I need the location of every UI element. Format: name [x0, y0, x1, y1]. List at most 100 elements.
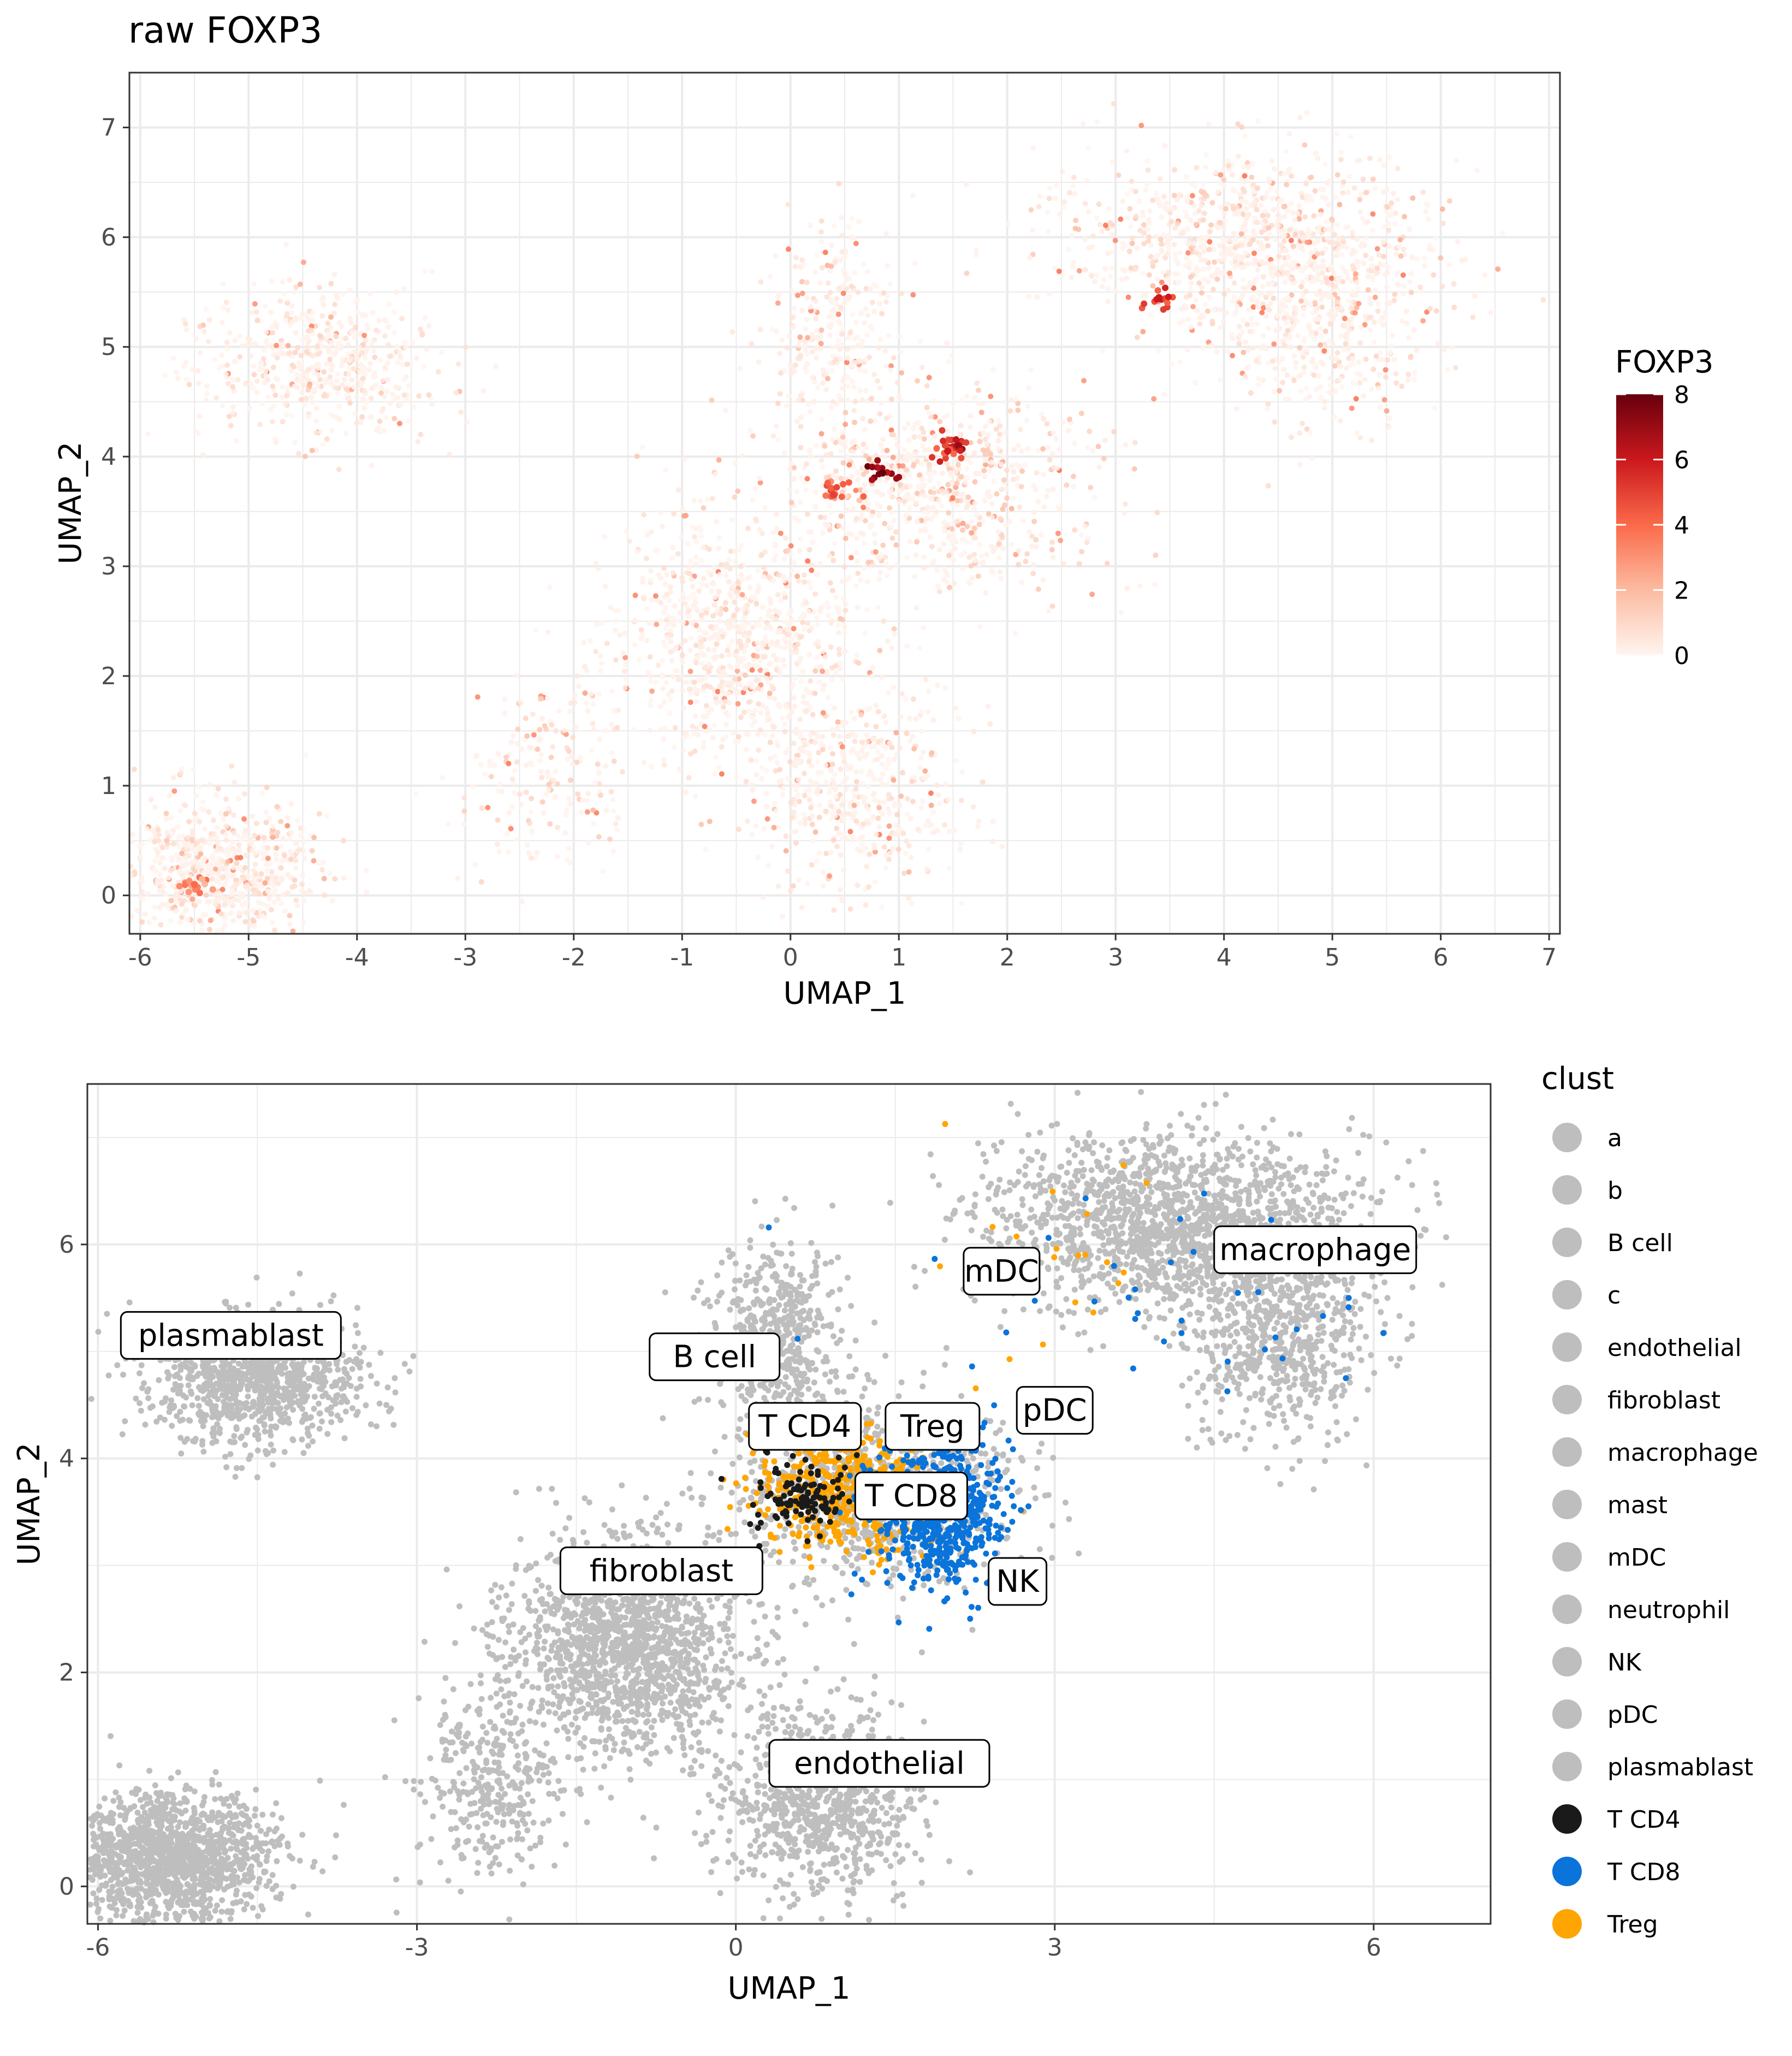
data-point	[799, 291, 805, 297]
data-point	[159, 845, 165, 850]
data-point	[1184, 347, 1190, 353]
data-point	[1008, 506, 1014, 512]
data-point	[852, 419, 858, 425]
data-point	[538, 769, 544, 774]
data-point	[415, 439, 421, 445]
data-point	[770, 433, 776, 439]
data-point	[316, 860, 322, 866]
data-point	[761, 826, 767, 832]
data-point	[1207, 229, 1213, 235]
data-point	[236, 890, 242, 896]
data-point	[424, 346, 430, 352]
data-point	[958, 491, 963, 497]
data-point	[347, 365, 353, 371]
data-point	[806, 689, 811, 695]
data-point	[735, 580, 741, 586]
data-point	[173, 908, 179, 914]
data-point	[858, 577, 864, 583]
data-point	[640, 632, 645, 638]
data-point	[1381, 224, 1387, 230]
data-point	[1001, 399, 1007, 405]
data-point	[354, 309, 360, 315]
data-point	[688, 691, 694, 697]
data-point	[798, 445, 804, 451]
data-point	[361, 388, 367, 394]
data-point	[250, 813, 256, 819]
data-point	[254, 378, 260, 384]
data-point	[331, 310, 337, 316]
data-point	[879, 311, 885, 317]
data-point	[855, 570, 861, 576]
data-point	[901, 475, 907, 480]
data-point	[726, 691, 732, 697]
data-point	[898, 714, 904, 720]
data-point	[732, 738, 738, 744]
data-point	[148, 797, 154, 803]
data-point	[845, 733, 851, 739]
data-point	[859, 834, 865, 840]
data-point	[593, 560, 599, 566]
data-point	[288, 830, 294, 836]
data-point	[1315, 317, 1321, 323]
data-point	[816, 679, 822, 685]
data-point	[689, 620, 695, 626]
data-point	[690, 524, 696, 530]
data-point	[472, 861, 478, 867]
data-point	[1259, 242, 1265, 248]
data-point	[1267, 186, 1273, 192]
data-point	[1092, 279, 1098, 285]
data-point	[863, 722, 869, 728]
data-point	[776, 292, 782, 297]
data-point	[1451, 304, 1457, 310]
data-point	[693, 554, 699, 560]
data-point	[983, 441, 989, 447]
data-point	[1196, 315, 1202, 321]
data-point	[1368, 256, 1374, 262]
data-point	[311, 858, 317, 864]
data-point	[1300, 420, 1306, 426]
data-point	[1340, 190, 1346, 196]
data-point	[680, 620, 686, 625]
data-point	[1381, 397, 1387, 403]
data-point	[761, 565, 767, 571]
data-point	[288, 856, 294, 862]
data-point	[729, 638, 735, 644]
data-point	[1133, 213, 1139, 219]
data-point	[597, 653, 603, 659]
data-point	[224, 876, 230, 882]
data-point	[1140, 209, 1146, 215]
data-point	[366, 367, 372, 373]
data-point	[831, 907, 837, 913]
data-point	[828, 644, 834, 650]
data-point	[815, 385, 821, 390]
data-point	[160, 902, 165, 908]
data-point	[1345, 224, 1351, 230]
data-point	[1206, 265, 1212, 271]
data-point	[356, 345, 362, 351]
data-point	[717, 674, 723, 680]
data-point	[929, 750, 935, 756]
data-point	[686, 775, 692, 781]
data-point	[170, 840, 176, 846]
data-point	[549, 722, 555, 728]
data-point	[855, 334, 861, 340]
data-point	[280, 384, 286, 390]
data-point	[263, 373, 269, 379]
data-point	[839, 802, 845, 808]
data-point	[324, 813, 330, 819]
data-point	[161, 883, 167, 889]
data-point	[901, 425, 907, 431]
data-point	[622, 655, 628, 661]
data-point	[138, 820, 144, 826]
data-point	[1030, 571, 1036, 577]
data-point	[1053, 195, 1059, 202]
data-point	[1255, 185, 1260, 191]
data-point	[716, 765, 722, 771]
data-point	[1053, 182, 1059, 188]
data-point	[862, 320, 868, 326]
data-point	[596, 769, 602, 775]
data-point	[726, 557, 732, 563]
data-point	[321, 860, 327, 866]
data-point	[1170, 206, 1176, 212]
data-point	[222, 901, 228, 907]
